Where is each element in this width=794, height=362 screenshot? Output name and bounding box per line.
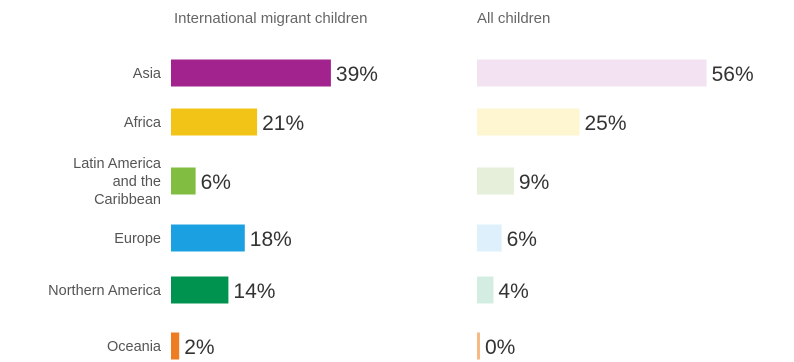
left-bar-1 — [171, 108, 258, 136]
category-label: Northern America — [48, 283, 162, 299]
category-label: and the — [113, 174, 161, 190]
right-value-label-1: 25% — [585, 112, 627, 135]
right-value-label-4: 4% — [498, 280, 528, 303]
left-panel-bars: 39% 21% 6% 18% 14% 2% — [171, 59, 378, 360]
right-panel-bars: 56% 25% 9% 6% 4% 0% — [477, 59, 754, 360]
right-bar-5 — [477, 332, 480, 360]
right-bar-2 — [477, 167, 514, 195]
left-value-label-2: 6% — [201, 171, 231, 194]
left-value-label-3: 18% — [250, 228, 292, 251]
right-bar-1 — [477, 108, 580, 136]
right-value-label-0: 56% — [712, 63, 754, 86]
category-labels: Asia Africa Latin America and the Caribbean E… — [48, 66, 162, 355]
category-label: Africa — [124, 115, 162, 131]
category-label: Asia — [133, 66, 162, 82]
right-bar-4 — [477, 276, 494, 304]
left-bar-5 — [171, 332, 180, 360]
category-label: Oceania — [107, 339, 162, 355]
left-bar-4 — [171, 276, 229, 304]
right-value-label-2: 9% — [519, 171, 549, 194]
left-panel-title: International migrant children — [174, 10, 367, 27]
left-bar-3 — [171, 224, 245, 252]
left-value-label-1: 21% — [262, 112, 304, 135]
category-label: Latin America — [73, 156, 162, 172]
right-panel-title: All children — [477, 10, 550, 27]
left-bar-0 — [171, 59, 331, 87]
category-label: Caribbean — [94, 192, 161, 208]
right-bar-3 — [477, 224, 502, 252]
left-value-label-5: 2% — [184, 336, 214, 359]
right-value-label-5: 0% — [485, 336, 515, 359]
left-bar-2 — [171, 167, 196, 195]
category-label: Europe — [114, 231, 161, 247]
right-value-label-3: 6% — [507, 228, 537, 251]
left-value-label-0: 39% — [336, 63, 378, 86]
right-bar-0 — [477, 59, 707, 87]
left-value-label-4: 14% — [233, 280, 275, 303]
